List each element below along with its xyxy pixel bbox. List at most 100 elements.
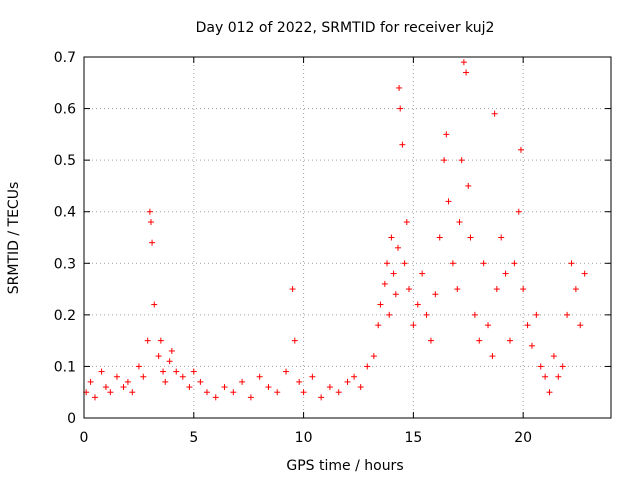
data-point (265, 384, 272, 391)
data-point (463, 69, 470, 76)
data-point (221, 384, 228, 391)
data-point (427, 337, 434, 344)
data-point (456, 219, 463, 226)
data-point (377, 301, 384, 308)
data-point (386, 311, 393, 318)
data-point (493, 286, 500, 293)
data-point (173, 368, 180, 375)
data-point (528, 342, 535, 349)
data-point (546, 389, 553, 396)
data-point (197, 378, 204, 385)
data-point (471, 311, 478, 318)
chart-title: Day 012 of 2022, SRMTID for receiver kuj… (196, 20, 495, 36)
data-point (151, 301, 158, 308)
data-points (83, 59, 588, 401)
data-point (129, 389, 136, 396)
data-point (357, 384, 364, 391)
tick-labels: 0 5 10 15 20 0 0.1 0.2 0.3 0.4 0.5 0.6 0.7 (54, 50, 611, 446)
data-point (146, 208, 153, 215)
data-point (179, 373, 186, 380)
data-point (186, 384, 193, 391)
data-point (124, 378, 131, 385)
data-point (572, 286, 579, 293)
data-point (147, 219, 154, 226)
data-point (405, 286, 412, 293)
data-point (511, 260, 518, 267)
data-point (384, 260, 391, 267)
data-point (370, 353, 377, 360)
data-point (524, 322, 531, 329)
data-point (395, 244, 402, 251)
data-point (480, 260, 487, 267)
data-point (344, 378, 351, 385)
y-tick-label: 0.2 (54, 308, 76, 324)
data-point (300, 389, 307, 396)
x-tick-label: 5 (189, 430, 198, 446)
data-point (364, 363, 371, 370)
data-point (239, 378, 246, 385)
data-point (467, 234, 474, 241)
data-point (190, 368, 197, 375)
data-point (502, 270, 509, 277)
data-point (113, 373, 120, 380)
data-point (568, 260, 575, 267)
data-point (485, 322, 492, 329)
data-point (414, 301, 421, 308)
x-axis-label: GPS time / hours (286, 458, 403, 474)
data-point (454, 286, 461, 293)
data-point (403, 219, 410, 226)
data-point (388, 234, 395, 241)
y-tick-label: 0.1 (54, 359, 76, 375)
data-point (489, 353, 496, 360)
data-point (559, 363, 566, 370)
data-point (157, 337, 164, 344)
x-tick-label: 15 (404, 430, 422, 446)
data-point (410, 322, 417, 329)
data-point (390, 270, 397, 277)
data-point (581, 270, 588, 277)
data-point (144, 337, 151, 344)
data-point (449, 260, 456, 267)
data-point (256, 373, 263, 380)
data-point (550, 353, 557, 360)
data-point (577, 322, 584, 329)
data-point (335, 389, 342, 396)
data-point (155, 353, 162, 360)
data-point (120, 384, 127, 391)
data-point (283, 368, 290, 375)
data-point (91, 394, 98, 401)
data-point (149, 239, 156, 246)
data-point (465, 182, 472, 189)
y-tick-label: 0.4 (54, 205, 76, 221)
data-point (443, 131, 450, 138)
x-tick-label: 10 (295, 430, 313, 446)
data-point (107, 389, 114, 396)
data-point (135, 363, 142, 370)
data-point (506, 337, 513, 344)
data-point (87, 378, 94, 385)
data-point (309, 373, 316, 380)
data-point (160, 368, 167, 375)
data-point (498, 234, 505, 241)
data-point (230, 389, 237, 396)
data-point (460, 59, 467, 66)
data-point (537, 363, 544, 370)
data-point (318, 394, 325, 401)
plot-frame (83, 56, 612, 419)
data-point (351, 373, 358, 380)
data-point (102, 384, 109, 391)
data-point (436, 234, 443, 241)
grid (84, 56, 611, 418)
data-point (441, 157, 448, 164)
data-point (296, 378, 303, 385)
data-point (520, 286, 527, 293)
data-point (289, 286, 296, 293)
data-point (458, 157, 465, 164)
data-point (399, 141, 406, 148)
data-point (291, 337, 298, 344)
data-point (401, 260, 408, 267)
data-point (166, 358, 173, 365)
data-point (564, 311, 571, 318)
y-axis-label: SRMTID / TECUs (6, 182, 22, 295)
